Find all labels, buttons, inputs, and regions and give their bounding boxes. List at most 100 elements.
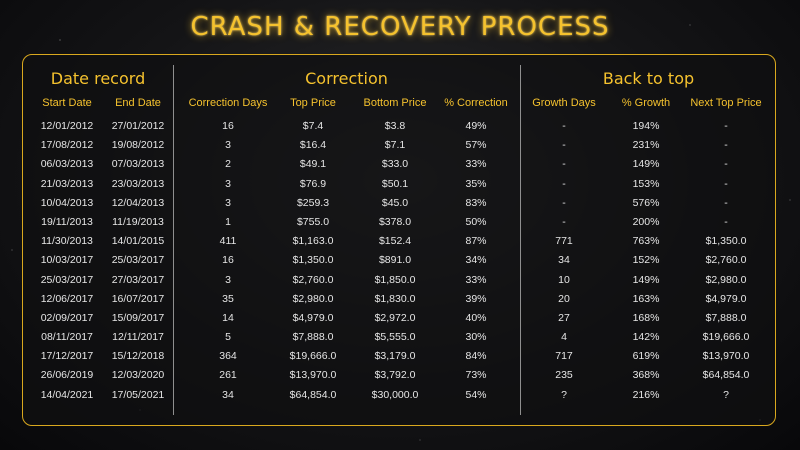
cell-growth-days: 771 (555, 235, 573, 248)
cell-growth-days: 34 (558, 254, 570, 267)
section-header-date-record: Date record (50, 69, 146, 88)
cell-next-top-price: - (724, 158, 728, 171)
cell-top-price: $7,888.0 (292, 331, 334, 344)
cell-top-price: $13,970.0 (289, 369, 337, 382)
cell-next-top-price: $4,979.0 (705, 292, 747, 305)
cell-top-price: $7.4 (302, 120, 324, 132)
cell-bottom-price: $3,792.0 (374, 369, 416, 382)
cell-pct-correction: 34% (465, 254, 487, 267)
column-header-pct-growth: % Growth (621, 97, 671, 109)
cell-start-date: 02/09/2017 (40, 311, 94, 324)
cell-pct-growth: 152% (632, 254, 660, 267)
cell-correction-days: 3 (225, 196, 231, 209)
cell-top-price: $49.1 (299, 158, 327, 171)
table-body: 12/01/2012 27/01/2012 16 $7.4 $3.8 49% -194% -1… (23, 117, 777, 405)
table-row: 06/03/2013 07/03/2013 2 $49.1 $33.0 33% - 149% - (23, 155, 777, 174)
cell-start-date: 17/08/2012 (40, 139, 94, 152)
cell-bottom-price: $378.0 (378, 215, 412, 228)
cell-growth-days: 235 (555, 369, 573, 382)
cell-top-price: $2,760.0 (292, 273, 334, 286)
cell-pct-growth: 142% (632, 331, 660, 344)
cell-pct-growth: 149% (632, 273, 660, 286)
cell-pct-growth: 576% (632, 196, 660, 209)
cell-pct-growth: 619% (632, 350, 660, 363)
cell-end-date: 27/03/2017 (111, 273, 165, 286)
table-row: 26/06/2019 12/03/2020 261 $13,970.0 $3,792.0… (23, 366, 777, 385)
cell-correction-days: 35 (222, 292, 234, 305)
cell-correction-days: 3 (225, 177, 231, 190)
cell-start-date: 21/03/2013 (40, 177, 94, 190)
column-header-end-date: End Date (115, 97, 161, 109)
cell-bottom-price: $7.1 (384, 139, 406, 152)
cell-next-top-price: $19,666.0 (702, 331, 750, 344)
cell-pct-correction: 49% (465, 120, 487, 132)
column-header-top-price: Top Price (290, 97, 336, 109)
cell-pct-growth: 368% (632, 369, 660, 382)
cell-top-price: $259.3 (296, 196, 330, 209)
cell-correction-days: 34 (222, 388, 234, 401)
cell-bottom-price: $50.1 (381, 177, 409, 190)
cell-correction-days: 3 (225, 139, 231, 152)
cell-start-date: 12/06/2017 (40, 292, 94, 305)
cell-end-date: 14/01/2015 (111, 235, 165, 248)
column-header-growth-days: Growth Days (532, 97, 596, 109)
cell-bottom-price: $30,000.0 (371, 388, 419, 401)
column-header-start-date: Start Date (42, 97, 92, 109)
cell-growth-days: - (562, 158, 566, 171)
cell-end-date: 12/11/2017 (112, 331, 164, 344)
cell-next-top-price: $64,854.0 (702, 369, 750, 382)
column-header-bottom-price: Bottom Price (363, 97, 427, 109)
divider-line (173, 65, 174, 415)
cell-next-top-price: - (724, 196, 728, 209)
cell-next-top-price: ? (723, 388, 729, 401)
cell-pct-correction: 54% (465, 388, 487, 401)
table-row: 12/06/2017 16/07/2017 35 $2,980.0 $1,830.0 39… (23, 290, 777, 309)
cell-start-date: 06/03/2013 (40, 158, 94, 171)
cell-bottom-price: $3,179.0 (374, 350, 416, 363)
cell-top-price: $64,854.0 (289, 388, 337, 401)
cell-correction-days: 5 (225, 331, 231, 344)
cell-end-date: 11/19/2013 (112, 215, 164, 228)
cell-next-top-price: $13,970.0 (702, 350, 750, 363)
cell-pct-growth: 763% (632, 235, 660, 248)
cell-top-price: $76.9 (299, 177, 327, 190)
cell-pct-correction: 50% (465, 215, 487, 228)
cell-correction-days: 1 (225, 215, 231, 228)
cell-start-date: 08/11/2017 (41, 331, 93, 344)
column-header-pct-correction: % Correction (444, 97, 508, 109)
cell-pct-correction: 30% (465, 331, 487, 344)
cell-end-date: 17/05/2021 (111, 388, 165, 401)
cell-pct-correction: 83% (465, 196, 487, 209)
cell-pct-correction: 33% (465, 158, 487, 171)
cell-bottom-price: $3.8 (384, 120, 406, 132)
cell-top-price: $1,163.0 (292, 235, 334, 248)
cell-growth-days: - (562, 215, 566, 228)
cell-pct-correction: 73% (465, 369, 487, 382)
cell-growth-days: - (562, 120, 566, 132)
cell-start-date: 12/01/2012 (40, 120, 94, 132)
table-row: 08/11/2017 12/11/2017 5 $7,888.0 $5,555.0 30%… (23, 328, 777, 347)
cell-bottom-price: $5,555.0 (374, 331, 416, 344)
cell-bottom-price: $1,830.0 (374, 292, 416, 305)
cell-pct-correction: 84% (465, 350, 487, 363)
cell-next-top-price: - (724, 139, 728, 152)
table-row: 21/03/2013 23/03/2013 3 $76.9 $50.1 35% - 153% - (23, 175, 777, 194)
cell-end-date: 15/12/2018 (111, 350, 165, 363)
table-row: 17/08/2012 19/08/2012 3 $16.4 $7.1 57% - 231% - (23, 136, 777, 155)
cell-end-date: 27/01/2012 (111, 120, 165, 132)
cell-correction-days: 411 (219, 235, 237, 248)
cell-next-top-price: $7,888.0 (705, 311, 747, 324)
cell-start-date: 10/03/2017 (40, 254, 94, 267)
cell-top-price: $16.4 (299, 139, 327, 152)
cell-next-top-price: $1,350.0 (705, 235, 747, 248)
table-row: 12/01/2012 27/01/2012 16 $7.4 $3.8 49% - 194% - (23, 117, 777, 136)
cell-correction-days: 14 (222, 311, 234, 324)
data-table-panel: Date record Correction Back to top Start… (22, 54, 776, 426)
column-header-correction-days: Correction Days (188, 97, 268, 109)
cell-pct-correction: 35% (465, 177, 487, 190)
table-row: 11/30/2013 14/01/2015 411 $1,163.0 $152.4 87%… (23, 232, 777, 251)
cell-top-price: $19,666.0 (289, 350, 337, 363)
table-row: 25/03/2017 27/03/2017 3 $2,760.0 $1,850.0 33%… (23, 271, 777, 290)
cell-next-top-price: - (724, 215, 728, 228)
cell-correction-days: 16 (222, 254, 234, 267)
